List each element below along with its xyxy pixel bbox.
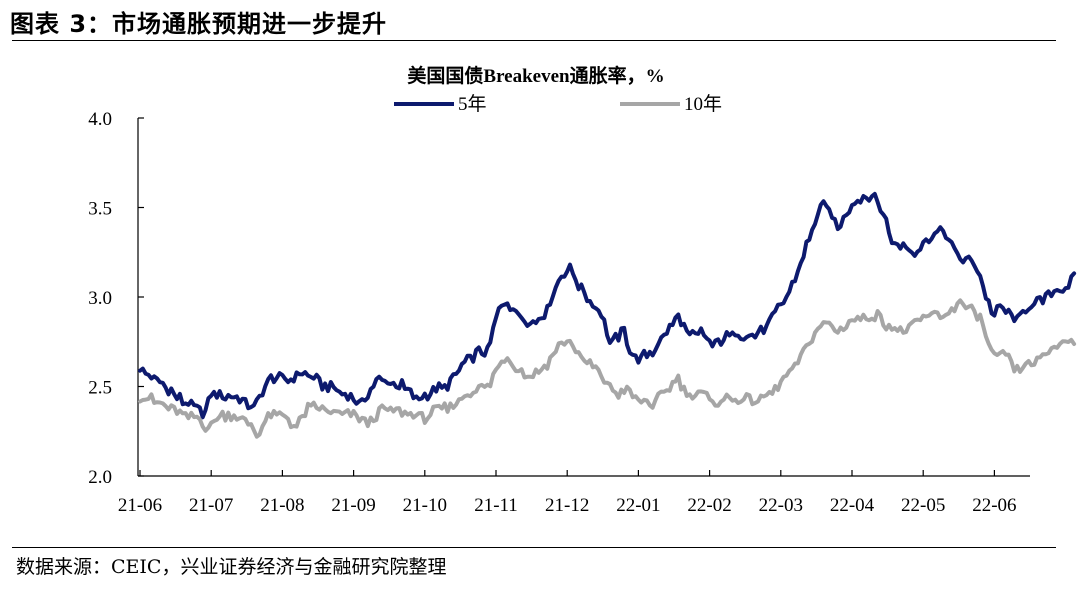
y-tick-label: 2.0 [88, 467, 112, 488]
y-tick-label: 3.0 [88, 288, 112, 309]
x-tick-label: 21-06 [118, 495, 162, 516]
series-line-5y [138, 191, 1077, 420]
legend: 5年 10年 [394, 93, 722, 115]
x-tick-label: 22-01 [616, 495, 660, 516]
legend-label-10y: 10年 [684, 93, 722, 115]
x-tick-label: 22-04 [830, 495, 875, 516]
x-tick-label: 21-08 [260, 495, 304, 516]
x-tick-label: 21-11 [474, 495, 518, 516]
y-tick-label: 2.5 [88, 378, 112, 399]
x-tick-label: 21-10 [403, 495, 447, 516]
x-tick-label: 21-07 [189, 495, 233, 516]
y-tick-label: 4.0 [88, 109, 112, 130]
figure-title: 图表 3：市场通胀预期进一步提升 [10, 10, 388, 38]
x-tick-label: 21-09 [331, 495, 375, 516]
legend-label-5y: 5年 [458, 93, 487, 115]
data-source: 数据来源：CEIC，兴业证券经济与金融研究院整理 [16, 556, 447, 578]
x-tick-label: 22-03 [759, 495, 803, 516]
y-tick-label: 3.5 [88, 199, 112, 220]
bottom-rule [12, 547, 1056, 548]
x-tick-label: 22-06 [972, 495, 1016, 516]
x-tick-label: 22-02 [687, 495, 731, 516]
x-tick-label: 22-05 [901, 495, 945, 516]
top-rule [12, 40, 1056, 41]
x-tick-label: 21-12 [545, 495, 589, 516]
series-line-10y [138, 298, 1077, 439]
plot-area: 2.0 2.5 3.0 3.5 4.0 21-06 21-07 21-08 21-09 21-10… [88, 109, 1077, 516]
chart-title: 美国国债Breakeven通胀率，% [407, 64, 664, 87]
